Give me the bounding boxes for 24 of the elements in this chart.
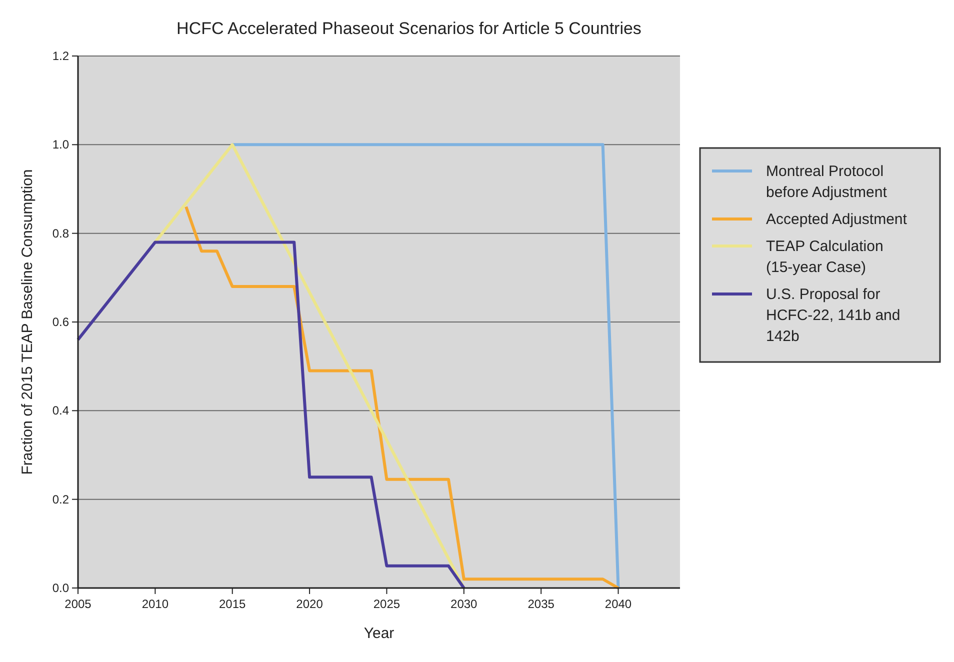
x-tick-label: 2015 bbox=[219, 597, 246, 611]
chart-title: HCFC Accelerated Phaseout Scenarios for Article 5 Countries bbox=[176, 19, 642, 38]
x-tick-label: 2005 bbox=[64, 597, 92, 611]
x-tick-label: 2040 bbox=[604, 597, 632, 611]
y-tick-label: 0.8 bbox=[52, 226, 70, 240]
x-axis-title: Year bbox=[364, 625, 394, 642]
line-series bbox=[184, 205, 620, 590]
y-tick-label: 1.2 bbox=[52, 49, 70, 63]
legend-label: U.S. Proposal for HCFC-22, 141b and 142b bbox=[766, 286, 900, 345]
x-tick-label: 2025 bbox=[373, 597, 400, 611]
x-tick-label: 2020 bbox=[296, 597, 324, 611]
x-tick-label: 2035 bbox=[528, 597, 555, 611]
y-tick-label: 0.4 bbox=[52, 404, 70, 418]
y-axis-title: Fraction of 2015 TEAP Baseline Consumption bbox=[19, 169, 36, 475]
legend-label: TEAP Calculation (15-year Case) bbox=[766, 238, 884, 276]
line-series bbox=[76, 240, 466, 590]
x-tick-label: 2030 bbox=[450, 597, 478, 611]
legend-label: Accepted Adjustment bbox=[766, 211, 908, 228]
legend-label: Montreal Protocol before Adjustment bbox=[766, 163, 888, 201]
y-tick-label: 0.6 bbox=[52, 315, 70, 329]
y-tick-label: 1.0 bbox=[52, 138, 70, 152]
y-tick-label: 0.2 bbox=[52, 492, 70, 506]
y-tick-label: 0.0 bbox=[52, 581, 70, 595]
x-tick-label: 2010 bbox=[142, 597, 169, 611]
